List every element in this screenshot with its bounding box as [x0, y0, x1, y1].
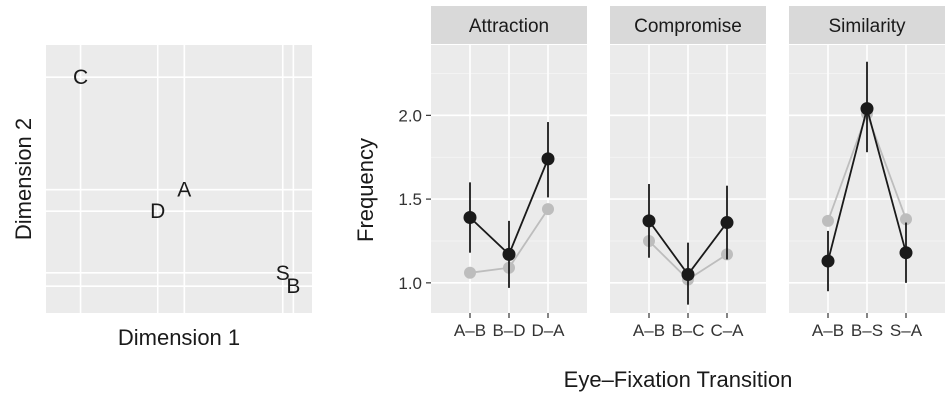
facet-similarity: Similarity A–B B–S S–A	[789, 6, 945, 340]
series-light-point	[822, 214, 834, 227]
facet-strip	[789, 6, 945, 44]
x-axis-title-left: Dimension 1	[118, 325, 240, 350]
series-dark-point	[720, 216, 734, 230]
perceptual-map: C AD SB Dimension 1 Dimension 2	[11, 45, 312, 350]
perceptual-map-panel-background	[46, 45, 312, 313]
facet-strip	[610, 6, 766, 44]
facet-strip-title: Attraction	[469, 16, 549, 37]
series-dark-point	[681, 267, 695, 281]
series-dark-point	[899, 246, 913, 260]
series-dark-point	[821, 254, 835, 268]
series-light-point	[542, 203, 554, 216]
y-tick-label: 1.5	[398, 190, 422, 209]
transition-frequency-chart: Attraction A–B B–D D–A Compromise A–B B–C C–A Si…	[353, 6, 945, 392]
x-tick-label: A–B	[633, 321, 665, 340]
series-dark-point	[463, 211, 477, 225]
x-tick-label: B–C	[671, 321, 704, 340]
x-tick-label: D–A	[531, 321, 565, 340]
x-axis-title-right: Eye–Fixation Transition	[564, 367, 793, 392]
y-axis-title-right: Frequency	[353, 138, 378, 242]
series-dark-point	[860, 102, 874, 116]
x-tick-label: B–D	[492, 321, 525, 340]
map-point-label-a: A	[177, 179, 191, 202]
x-tick-label: A–B	[454, 321, 486, 340]
facet-compromise: Compromise A–B B–C C–A	[610, 6, 766, 340]
series-dark-point	[541, 152, 555, 166]
facet-strip	[431, 6, 587, 44]
y-tick-label: 2.0	[398, 106, 422, 125]
map-point-label-d: D	[150, 200, 165, 223]
x-tick-label: C–A	[710, 321, 744, 340]
perceptual-map-gridlines	[46, 45, 312, 313]
y-axis: 1.0 1.5 2.0	[398, 106, 431, 293]
map-point-label-b: B	[286, 275, 300, 298]
x-tick-label: S–A	[890, 321, 923, 340]
x-tick-label: B–S	[851, 321, 883, 340]
series-dark-point	[502, 247, 516, 261]
facet-strip-title: Similarity	[828, 16, 906, 37]
facet-attraction: Attraction A–B B–D D–A	[431, 6, 587, 340]
map-point-label-c: C	[73, 66, 88, 89]
y-axis-title-left: Dimension 2	[11, 118, 36, 240]
facet-panels: Attraction A–B B–D D–A Compromise A–B B–C C–A Si…	[431, 6, 945, 340]
x-tick-label: A–B	[812, 321, 844, 340]
map-point-label-s: S	[276, 262, 290, 285]
series-light-point	[900, 213, 912, 226]
facet-strip-title: Compromise	[634, 16, 742, 37]
y-tick-label: 1.0	[398, 274, 422, 293]
series-dark-point	[642, 214, 656, 228]
perceptual-map-points: C AD SB	[73, 66, 300, 298]
series-light-point	[464, 266, 476, 279]
